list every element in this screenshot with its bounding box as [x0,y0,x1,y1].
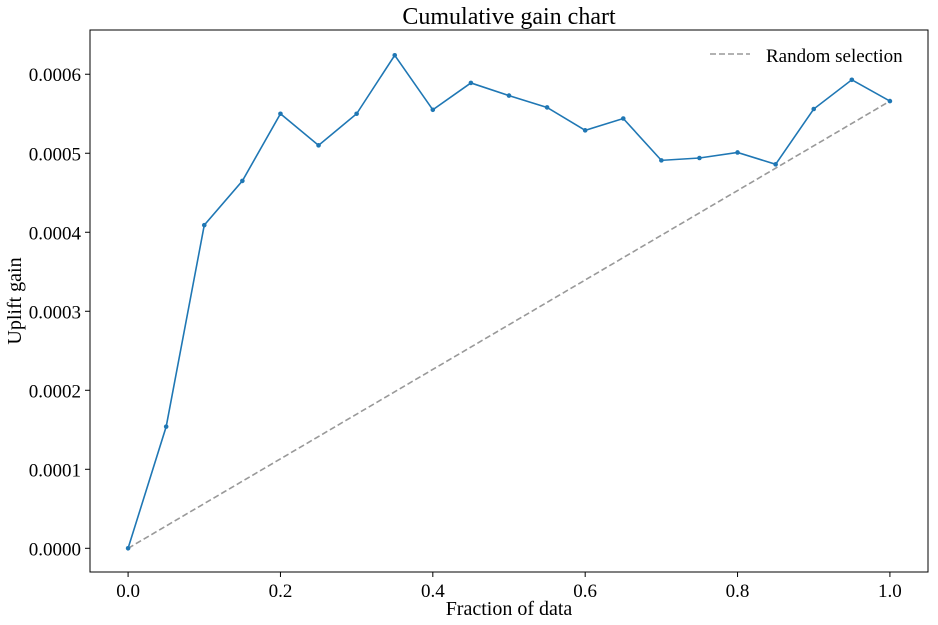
gain-curve-point [697,155,702,161]
gain-curve-point [278,111,283,117]
gain-curve-point [849,77,855,83]
y-axis-label: Uplift gain [4,257,26,344]
chart-title: Cumulative gain chart [402,4,616,30]
gain-curve-point [659,158,664,163]
gain-curve-point [506,93,512,98]
gain-curve-point [887,98,893,104]
gain-curve-point [620,116,626,121]
gain-curve-point [735,150,740,155]
y-tick-label: 0.0003 [29,302,81,323]
gain-curve-point [125,545,131,551]
gain-curve-point [163,424,169,429]
series-layer [125,52,893,551]
legend-label-random: Random selection [766,46,903,67]
y-tick-label: 0.0001 [29,460,81,481]
y-axis: 0.0000 0.0001 0.0002 0.0003 0.0004 0.0005 0.00… [29,65,90,560]
plot-frame [89,29,929,573]
gain-curve-line [127,53,891,549]
gain-curve-point [392,52,398,58]
x-tick-label: 0.2 [269,581,293,602]
gain-curve-point [582,128,588,133]
gain-curve-point [811,106,817,112]
x-tick-label: 1.0 [878,581,902,602]
gain-curve-point [468,80,474,86]
y-tick-label: 0.0004 [29,223,82,244]
x-tick-label: 0.0 [116,581,140,602]
y-tick-label: 0.0005 [29,144,81,165]
x-tick-label: 0.4 [421,581,445,602]
gain-curve-point [316,143,321,148]
y-tick-label: 0.0000 [29,539,81,560]
gain-curve-point [201,222,207,228]
x-axis: 0.0 0.2 0.4 0.6 0.8 1.0 [116,572,902,602]
gain-curve-point [240,178,245,184]
x-axis-label: Fraction of data [446,598,573,620]
x-tick-label: 0.6 [573,581,597,602]
random-selection-line [127,100,891,549]
gain-curve-point [430,107,436,113]
gain-curve-point [354,111,359,117]
gain-curve-point [773,162,778,167]
legend: Random selection [710,46,903,67]
y-tick-label: 0.0002 [29,381,81,402]
gain-curve-point [544,105,550,110]
y-tick-label: 0.0006 [29,65,81,86]
x-tick-label: 0.8 [726,581,750,602]
